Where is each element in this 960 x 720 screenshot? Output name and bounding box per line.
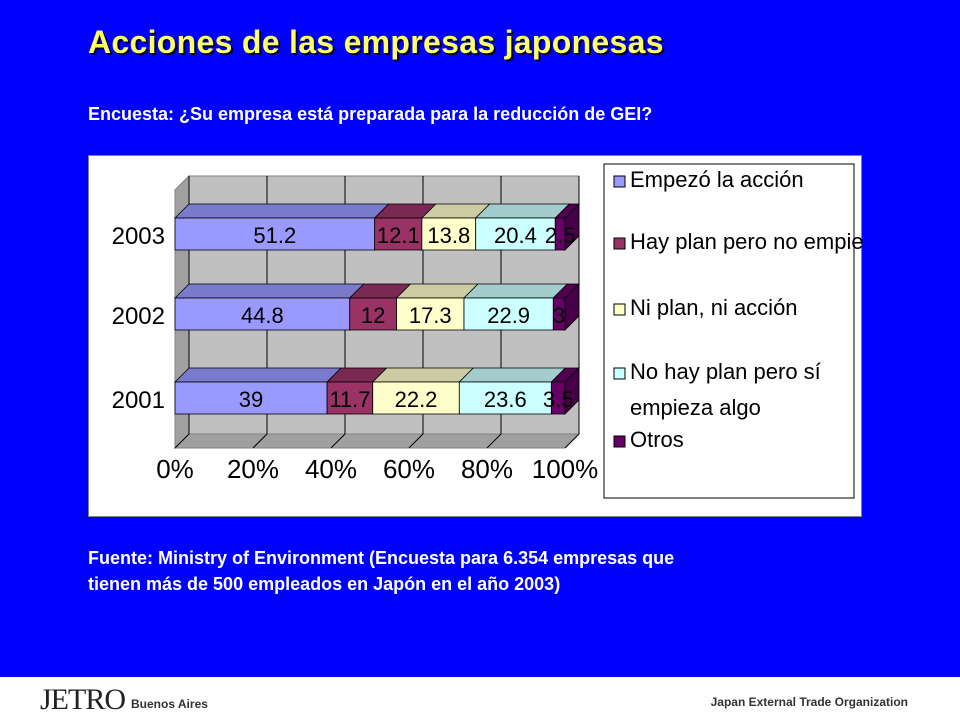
data-label: 11.7: [329, 387, 370, 412]
data-label: 39: [239, 387, 263, 412]
legend-box: [603, 163, 855, 499]
legend-swatch: [613, 435, 626, 448]
bar-segment: [475, 217, 556, 251]
jetro-logo: JETRO: [40, 683, 126, 716]
bar-top-face: [174, 367, 343, 383]
data-label: 22.2: [395, 387, 438, 412]
x-tick-label: 80%: [461, 454, 513, 484]
legend-entry-label: Ni plan, ni acción: [630, 295, 798, 320]
bar-segment: [349, 297, 397, 331]
data-label: 12: [361, 303, 385, 328]
source-line-2: tienen más de 500 empleados en Japón en …: [88, 574, 561, 594]
data-label: 51.2: [253, 223, 296, 248]
bar-segment: [458, 381, 552, 415]
source-note: Fuente: Ministry of Environment (Encuest…: [88, 545, 674, 597]
data-label: 20.4: [494, 223, 537, 248]
bar-top-face: [174, 283, 365, 299]
y-category-label: 2001: [112, 387, 165, 414]
legend-entry-label: Otros: [630, 427, 684, 452]
stacked-bar-chart: 0% 20% 40% 60% 80% 100% 2003 51.2 12.1 13.8 20.4 2.…: [112, 163, 863, 499]
floor-gridline: [564, 433, 580, 449]
logo-location: Buenos Aires: [131, 697, 208, 711]
legend-entry-label: No hay plan pero sí: [630, 359, 821, 384]
x-tick-label: 40%: [305, 454, 357, 484]
bar-segment: [372, 381, 460, 415]
floor-gridline: [330, 433, 346, 449]
data-label: 13.8: [427, 223, 470, 248]
slide-title: Acciones de las empresas japonesas: [88, 24, 664, 60]
bar-segment: [174, 297, 351, 331]
chart-floor: [173, 433, 581, 449]
bar-top-face: [371, 367, 475, 383]
bar-top-face: [463, 283, 569, 299]
chart-area: 0% 20% 40% 60% 80% 100% 2003 51.2 12.1 13.8 20.4 2.…: [88, 155, 863, 517]
data-label: 22.9: [487, 303, 530, 328]
floor-gridline: [174, 433, 190, 449]
bar-side-face: [564, 367, 580, 415]
legend-swatch: [613, 237, 626, 250]
data-label: 44.8: [241, 303, 284, 328]
bar-top-face: [474, 203, 571, 219]
data-label: 3.5: [543, 387, 574, 412]
x-tick-label: 0%: [156, 454, 194, 484]
bar-top-face: [174, 203, 390, 219]
legend-entry-label: Empezó la acción: [630, 167, 804, 192]
survey-question: Encuesta: ¿Su empresa está preparada par…: [88, 104, 653, 124]
bar-segment: [396, 297, 465, 331]
legend-swatch: [613, 303, 626, 316]
bar-side-face: [564, 203, 580, 251]
floor-gridline: [252, 433, 268, 449]
data-label: 17.3: [409, 303, 452, 328]
data-label: 12.1: [377, 223, 420, 248]
bar-side-face: [564, 283, 580, 331]
legend-swatch: [613, 175, 626, 188]
x-tick-label: 60%: [383, 454, 435, 484]
y-category-label: 2002: [112, 303, 165, 330]
floor-gridline: [486, 433, 502, 449]
source-line-1: Fuente: Ministry of Environment (Encuest…: [88, 548, 675, 568]
data-label: 2.5: [545, 223, 576, 248]
data-label: 23.6: [484, 387, 527, 412]
organization-name: Japan External Trade Organization: [710, 695, 908, 709]
footer-bar: JETRO Buenos Aires Japan External Trade …: [0, 677, 960, 720]
y-category-label: 2003: [112, 223, 165, 250]
bar-top-face: [458, 367, 567, 383]
bar-segment: [326, 381, 374, 415]
bar-segment: [374, 217, 423, 251]
data-label: 3: [553, 303, 565, 328]
legend-entry-label: Hay plan pero no empieza: [630, 229, 863, 254]
bar-segment: [174, 217, 376, 251]
legend-swatch: [613, 367, 626, 380]
x-tick-label: 20%: [227, 454, 279, 484]
legend-entry-label: empieza algo: [630, 395, 761, 420]
x-tick-label: 100%: [532, 454, 599, 484]
bar-segment: [174, 381, 328, 415]
floor-gridline: [408, 433, 424, 449]
